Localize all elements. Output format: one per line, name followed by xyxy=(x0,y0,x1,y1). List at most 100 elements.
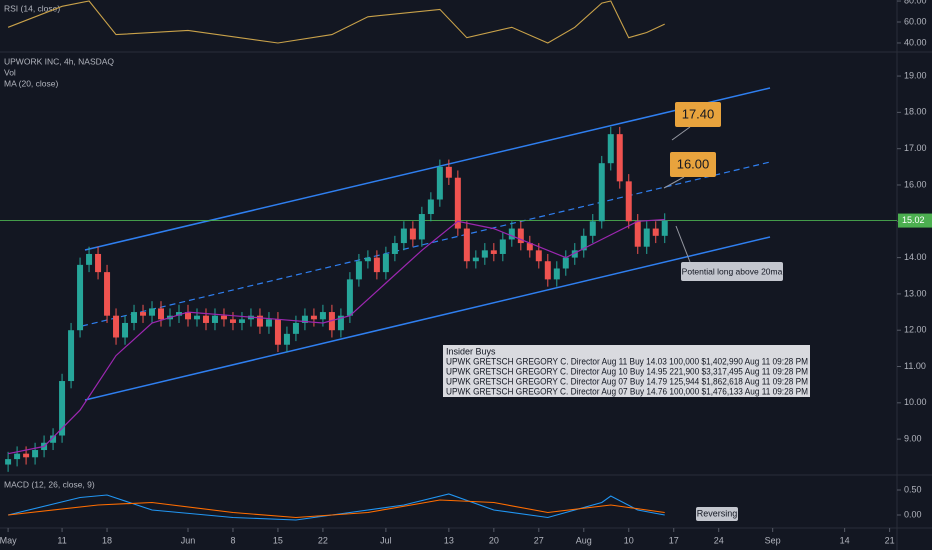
candle-body xyxy=(59,381,66,436)
candle-body xyxy=(526,243,533,251)
candle-body xyxy=(265,319,272,327)
candle-body xyxy=(193,315,200,320)
y-tick-label: 9.00 xyxy=(904,434,922,444)
candle-body xyxy=(562,257,569,269)
candle-body xyxy=(418,214,425,240)
candle-body xyxy=(463,228,470,262)
candle-body xyxy=(616,134,623,182)
candle-body xyxy=(409,228,416,240)
candle-body xyxy=(131,312,138,323)
x-tick-label: 24 xyxy=(714,535,724,545)
candle-body xyxy=(373,257,380,273)
pane-title: RSI (14, close) xyxy=(4,3,60,13)
x-tick-label: 15 xyxy=(273,535,283,545)
x-tick-label: May xyxy=(0,535,17,545)
y-tick-label: 0.00 xyxy=(904,509,922,519)
y-tick-label: 60.00 xyxy=(904,16,927,26)
indicator-line xyxy=(7,0,665,44)
y-tick-label: 11.00 xyxy=(904,361,926,371)
candle-body xyxy=(634,221,641,247)
y-tick-label: 19.00 xyxy=(904,70,927,80)
candle-body xyxy=(319,312,326,320)
candle-body xyxy=(113,315,120,338)
x-tick-label: 10 xyxy=(624,535,634,545)
candle-body xyxy=(454,177,461,229)
callout-box xyxy=(675,102,721,127)
candle-body xyxy=(310,315,317,320)
candle-body xyxy=(589,221,596,236)
candle-body xyxy=(32,450,39,458)
annotation: Reversing xyxy=(697,508,738,518)
insider-title: Insider Buys xyxy=(446,346,496,356)
candle-body xyxy=(499,239,506,254)
chart-title: UPWORK INC, 4h, NASDAQ xyxy=(4,56,114,66)
channel-middle xyxy=(81,161,771,327)
candle-body xyxy=(140,312,147,316)
channel-upper xyxy=(84,87,771,251)
candle-body xyxy=(5,459,12,465)
candle-body xyxy=(184,312,191,320)
last-price-label: 15.02 xyxy=(902,215,925,225)
y-tick-label: 14.00 xyxy=(904,252,927,262)
x-tick-label: 18 xyxy=(102,535,112,545)
y-tick-label: 80.00 xyxy=(904,0,927,5)
insider-row: UPWK GRETSCH GREGORY C. Director Aug 11 … xyxy=(446,356,808,366)
candle-body xyxy=(382,253,389,273)
candle-body xyxy=(283,333,290,345)
x-tick-label: 20 xyxy=(489,535,499,545)
indicator-line xyxy=(7,493,665,521)
insider-row: UPWK GRETSCH GREGORY C. Director Aug 07 … xyxy=(446,386,808,396)
candle-body xyxy=(149,308,156,316)
x-tick-label: 13 xyxy=(444,535,454,545)
insider-row: UPWK GRETSCH GREGORY C. Director Aug 10 … xyxy=(446,366,808,376)
x-tick-label: Sep xyxy=(765,535,781,545)
candle-body xyxy=(400,228,407,244)
x-tick-label: Jun xyxy=(181,535,196,545)
y-tick-label: 18.00 xyxy=(904,107,927,117)
insider-box xyxy=(443,345,810,397)
candle-body xyxy=(274,319,281,345)
x-tick-label: 17 xyxy=(669,535,679,545)
y-tick-label: 40.00 xyxy=(904,37,927,47)
y-tick-label: 16.00 xyxy=(904,179,927,189)
candle-body xyxy=(472,257,479,262)
candle-body xyxy=(553,268,560,280)
candle-body xyxy=(652,228,659,236)
y-tick-label: 10.00 xyxy=(904,397,927,407)
candle-body xyxy=(337,315,344,331)
indicator-label: Vol xyxy=(4,67,16,77)
candle-body xyxy=(346,279,353,316)
x-tick-label: 11 xyxy=(57,535,66,545)
callout-label: 16.00 xyxy=(677,156,710,171)
candle-body xyxy=(598,163,605,222)
last-price-tag xyxy=(898,213,932,228)
comment: Potential long above 20ma xyxy=(682,266,783,276)
candle-body xyxy=(220,315,227,320)
candle-body xyxy=(14,453,21,460)
candle-body xyxy=(571,250,578,258)
callout-box xyxy=(670,152,716,177)
x-tick-label: Aug xyxy=(576,535,592,545)
candle-body xyxy=(517,228,524,244)
y-tick-label: 0.50 xyxy=(904,484,922,494)
candle-body xyxy=(436,166,443,200)
candle-body xyxy=(580,235,587,251)
comment-box xyxy=(681,262,783,281)
candle-body xyxy=(104,272,111,316)
candle-body xyxy=(391,243,398,254)
candle-body xyxy=(301,315,308,323)
pane-title: MACD (12, 26, close, 9) xyxy=(4,479,95,489)
candle-body xyxy=(364,257,371,262)
callout-pointer xyxy=(663,176,685,189)
channel-lower xyxy=(84,236,771,401)
y-tick-label: 17.00 xyxy=(904,143,927,153)
x-tick-label: 14 xyxy=(840,535,850,545)
candle-body xyxy=(202,315,209,323)
candle-body xyxy=(661,220,668,236)
candle-body xyxy=(86,253,93,265)
candle-body xyxy=(481,250,488,258)
candle-body xyxy=(50,435,57,443)
comment-pointer xyxy=(675,225,691,263)
